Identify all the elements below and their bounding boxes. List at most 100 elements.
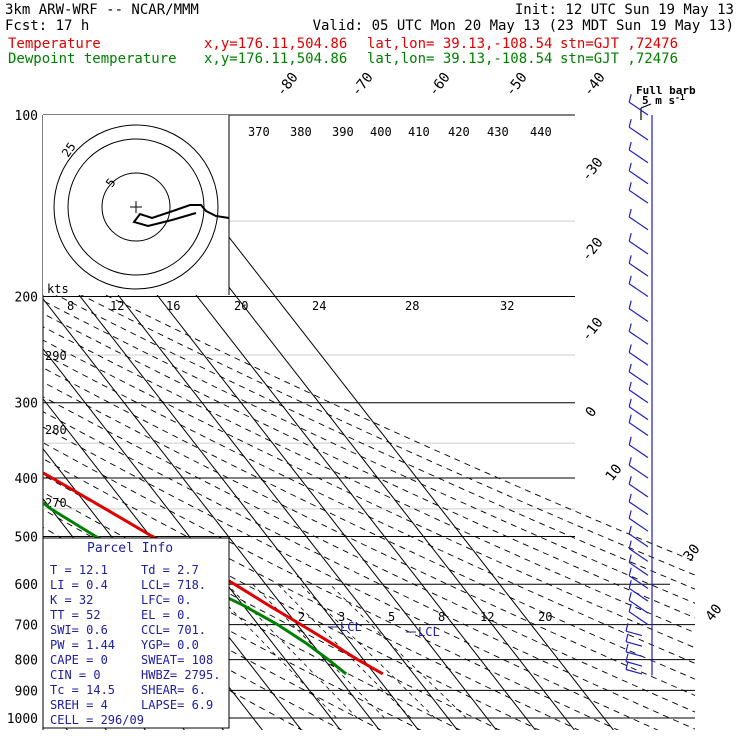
wind-barb-flag xyxy=(628,141,632,151)
wind-barb xyxy=(628,567,649,590)
loc-latlon-temp: lat,lon= 39.13,-108.54 xyxy=(367,36,552,52)
dry-adiabat xyxy=(43,381,695,696)
wind-barb-staff xyxy=(628,575,649,590)
hodograph-trace xyxy=(132,204,230,228)
mixing-ratio-line xyxy=(299,583,436,719)
pressure-tick-label: 200 xyxy=(15,291,38,306)
wind-barb-flag xyxy=(628,363,632,372)
wind-barb-flag xyxy=(628,381,632,391)
parcel-info-left: K = 32 xyxy=(50,593,93,607)
wind-barb xyxy=(628,162,649,185)
init-time: Init: 12 UTC Sun 19 May 13 xyxy=(515,2,734,18)
dry-adiabat xyxy=(43,411,695,730)
wind-barb xyxy=(628,592,649,614)
isotherm-label: -80 xyxy=(274,70,302,100)
hodo-speed-label: 24 xyxy=(312,299,326,313)
wind-barb xyxy=(628,141,649,164)
wind-barb-flag xyxy=(628,233,632,242)
wind-barb xyxy=(628,94,649,116)
wind-barb-flag xyxy=(628,525,632,535)
wind-barb xyxy=(628,182,649,204)
wind-barb-staff xyxy=(625,641,643,647)
hodo-speed-label: 28 xyxy=(405,299,419,313)
full-barb-label: Full barb xyxy=(636,84,696,97)
wind-barb-flag xyxy=(625,623,629,632)
theta-label: 270 xyxy=(45,496,67,510)
wind-barb-staff xyxy=(625,651,643,657)
pressure-tick-label: 1000 xyxy=(7,712,38,727)
wind-barb-flag xyxy=(625,643,629,653)
forecast-hour: Fcst: 17 h xyxy=(5,18,89,34)
wind-barb-staff xyxy=(628,101,649,116)
wind-barb xyxy=(625,653,643,667)
dry-adiabat xyxy=(43,300,695,604)
theta-label: 390 xyxy=(332,125,354,139)
wind-barb-staff xyxy=(628,189,649,204)
parcel-info-right: EL = 0. xyxy=(141,608,192,622)
wind-barb xyxy=(628,275,649,298)
wind-barb-flag xyxy=(628,580,632,589)
parcel-info-left: CAPE = 0 xyxy=(50,653,108,667)
parcel-info-left: T = 12.1 xyxy=(50,563,108,577)
isotherm-label: -20 xyxy=(579,235,607,265)
wind-barb-staff xyxy=(628,517,649,532)
wind-barb-flag xyxy=(628,398,632,407)
mixing-ratio-label: 20 xyxy=(538,610,552,624)
wind-barb-staff xyxy=(628,170,649,185)
wind-barb-flag xyxy=(628,603,632,612)
parcel-info-left: TT = 52 xyxy=(50,608,101,622)
wind-barb xyxy=(628,233,649,255)
sounding-traces xyxy=(43,471,384,676)
wind-barbs xyxy=(625,94,653,676)
temperature-trace xyxy=(43,471,384,676)
theta-label: 410 xyxy=(408,125,430,139)
wind-barb xyxy=(628,323,649,345)
loc-stn-dew: stn=GJT ,72476 xyxy=(560,51,678,67)
wind-barb-flag xyxy=(628,592,632,601)
wind-barb xyxy=(628,414,649,436)
wind-barb-flag xyxy=(628,94,632,103)
isotherm-label: 10 xyxy=(603,461,626,484)
wind-barb-staff xyxy=(628,262,649,277)
isotherm-label: 40 xyxy=(703,601,726,624)
wind-barb-staff xyxy=(628,548,649,562)
isotherm-label: 0 xyxy=(583,404,601,420)
wind-barb-staff xyxy=(625,630,643,637)
parcel-info-right: SWEAT= 108 xyxy=(141,653,213,667)
wind-barb-flag xyxy=(628,182,632,191)
wind-barb-staff xyxy=(628,444,649,459)
wind-barb-staff xyxy=(628,587,649,602)
wind-barb xyxy=(625,633,643,647)
dry-adiabat xyxy=(43,442,620,730)
theta-label: 370 xyxy=(248,125,270,139)
wind-barb-flag xyxy=(628,344,632,353)
model-title: 3km ARW-WRF -- NCAR/MMM xyxy=(5,2,199,18)
loc-stn-temp: stn=GJT ,72476 xyxy=(560,36,678,52)
wind-barb xyxy=(628,580,649,602)
dry-adiabat xyxy=(43,426,659,730)
wind-barb-staff xyxy=(628,562,649,576)
wind-barb-staff xyxy=(628,308,649,322)
wind-barb xyxy=(628,554,649,576)
wind-barb-flag xyxy=(625,653,629,662)
pressure-tick-label: 100 xyxy=(15,109,38,124)
wind-barb xyxy=(628,436,649,459)
hodo-speed-label: 32 xyxy=(500,299,514,313)
isotherm-line xyxy=(0,115,29,731)
wind-barb xyxy=(628,493,649,516)
wind-barb xyxy=(628,525,649,548)
wind-barb-flag xyxy=(628,554,632,563)
wind-barb-flag xyxy=(625,633,629,642)
wind-barb-flag xyxy=(628,255,632,264)
wind-barb xyxy=(628,300,649,322)
parcel-info-left: SWI= 0.6 xyxy=(50,623,108,637)
wind-barb-staff xyxy=(628,283,649,298)
wind-barb-flag xyxy=(628,208,632,218)
pressure-axis: 100 200 300 400 500 600 700 800 900 1000 xyxy=(7,109,38,727)
isotherm-line xyxy=(43,297,380,730)
hodo-ring-10 xyxy=(67,138,205,276)
hodo-ring-label: 25 xyxy=(59,140,79,160)
loc-xy-dew: x,y=176.11,504.86 xyxy=(204,51,347,67)
wind-barb-staff xyxy=(628,330,649,345)
parcel-info-right: LCL= 718. xyxy=(141,578,206,592)
